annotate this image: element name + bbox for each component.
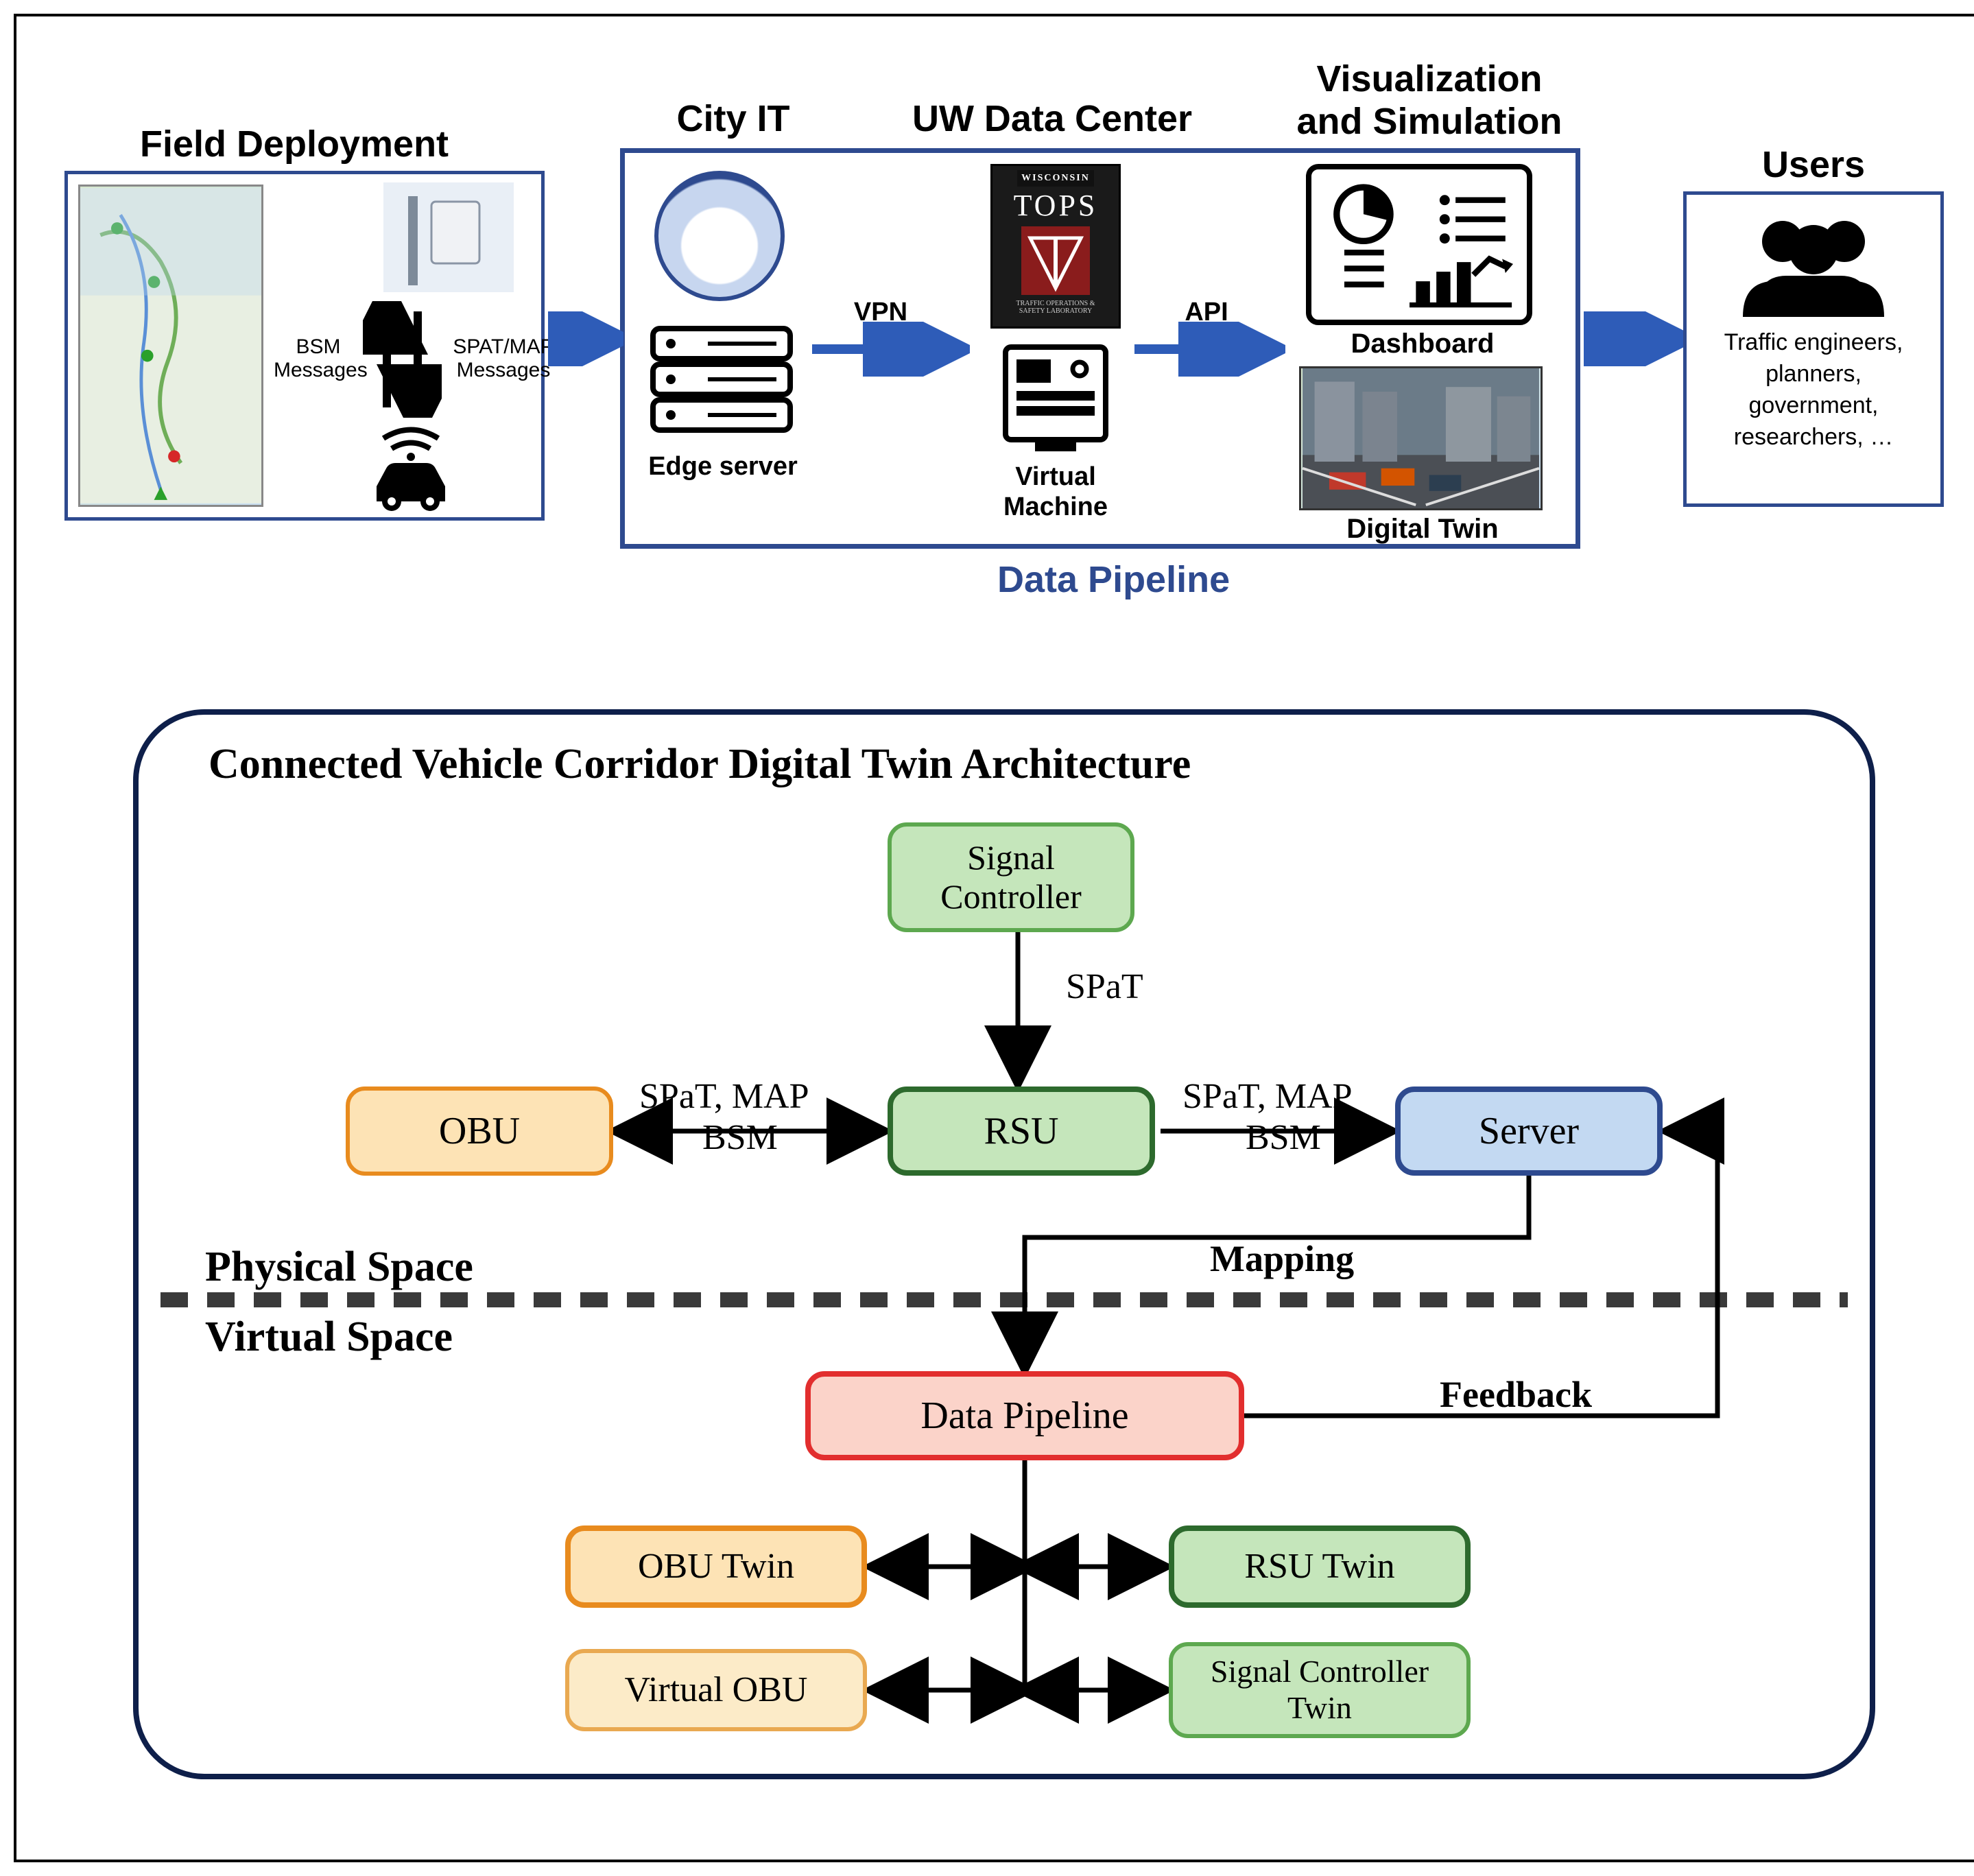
node-obu-label: OBU: [439, 1109, 520, 1153]
label-bsm-1: BSM: [702, 1117, 778, 1158]
label-feedback: Feedback: [1440, 1373, 1592, 1416]
node-rsu-twin: RSU Twin: [1169, 1525, 1471, 1608]
node-obu-twin-label: OBU Twin: [638, 1546, 794, 1587]
label-spat: SPaT: [1066, 966, 1143, 1007]
node-virtual-obu: Virtual OBU: [565, 1649, 867, 1731]
node-signal-controller: Signal Controller: [888, 822, 1134, 932]
architecture-arrows: [16, 16, 1974, 1865]
node-signal-controller-label: Signal Controller: [940, 838, 1082, 917]
label-spat-map-2: SPaT, MAP: [1182, 1076, 1353, 1117]
label-mapping: Mapping: [1210, 1237, 1354, 1280]
node-rsu-label: RSU: [984, 1109, 1059, 1153]
node-rsu: RSU: [888, 1087, 1155, 1176]
label-bsm-2: BSM: [1246, 1117, 1321, 1158]
node-obu-twin: OBU Twin: [565, 1525, 867, 1608]
node-sc-twin: Signal Controller Twin: [1169, 1642, 1471, 1738]
node-server-label: Server: [1479, 1109, 1579, 1153]
node-data-pipeline: Data Pipeline: [805, 1371, 1244, 1460]
node-server: Server: [1395, 1087, 1663, 1176]
diagram-canvas: Field Deployment City IT UW Data Center …: [14, 14, 1974, 1862]
node-virtual-obu-label: Virtual OBU: [625, 1670, 808, 1711]
node-rsu-twin-label: RSU Twin: [1244, 1546, 1394, 1587]
node-obu: OBU: [346, 1087, 613, 1176]
node-sc-twin-label: Signal Controller Twin: [1211, 1654, 1429, 1726]
node-data-pipeline-label: Data Pipeline: [920, 1394, 1128, 1438]
label-spat-map-1: SPaT, MAP: [639, 1076, 809, 1117]
